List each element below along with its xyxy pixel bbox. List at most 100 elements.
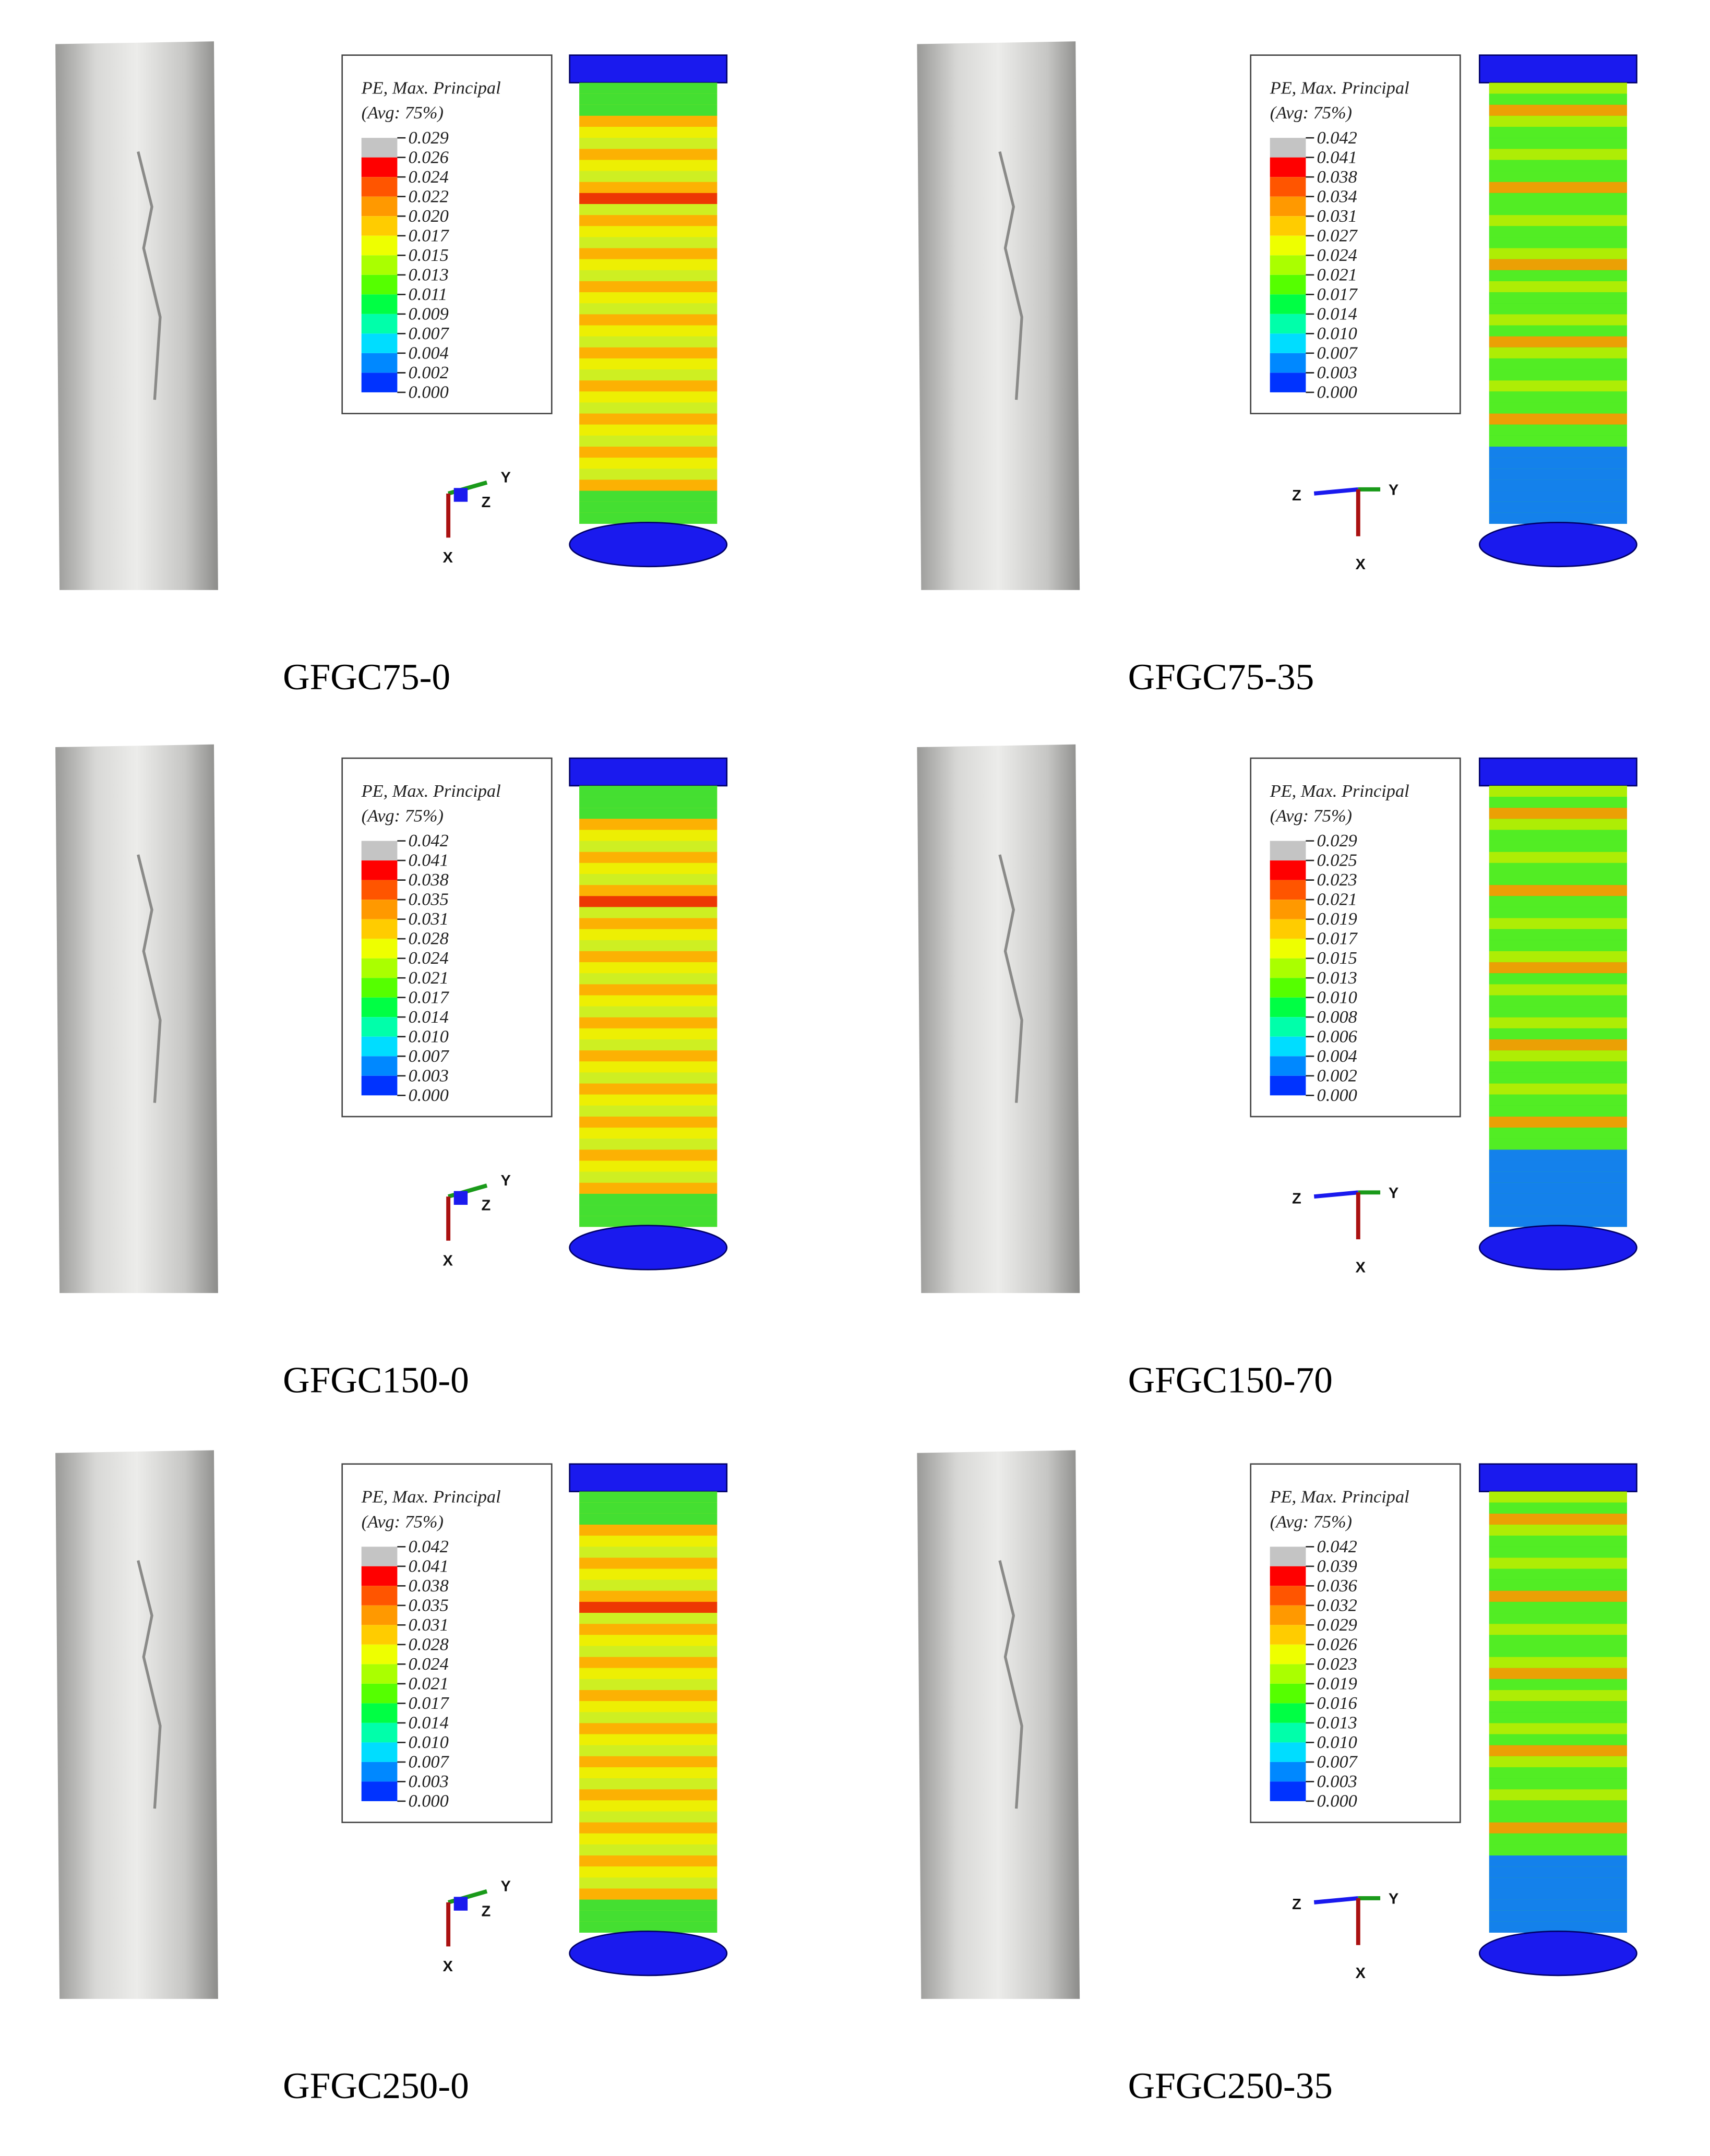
fe-stripe [579, 1039, 718, 1051]
axis-z-box [453, 1191, 468, 1205]
fe-stripe [579, 1182, 718, 1194]
legend-label: 0.035 [409, 890, 449, 909]
fe-stripe [1489, 1723, 1627, 1734]
fe-stripe [579, 237, 718, 248]
axis-label: Z [1292, 1190, 1301, 1207]
panel: PE, Max. Principal(Avg: 75%)0.0420.0410.… [55, 1450, 728, 2106]
top-cap [1478, 54, 1637, 83]
legend-label: 0.024 [1317, 245, 1357, 265]
legend-band [1270, 1605, 1306, 1625]
fe-stripe [1489, 1182, 1627, 1194]
fe-stripe [579, 82, 718, 94]
fe-stripe [1489, 863, 1627, 874]
fe-stripe [579, 512, 718, 524]
fe-stripe [1489, 501, 1627, 513]
fe-stripe [579, 819, 718, 830]
fe-stripe [1489, 1558, 1627, 1569]
fe-stripe [1489, 1094, 1627, 1106]
fe-stripe [579, 962, 718, 974]
legend-band [361, 1762, 398, 1782]
legend-label: 0.025 [1317, 851, 1357, 870]
fe-stripe [1489, 1789, 1627, 1801]
legend-label: 0.031 [409, 909, 449, 929]
fe-stripe [579, 93, 718, 105]
panel: PE, Max. Principal(Avg: 75%)0.0420.0410.… [55, 744, 728, 1400]
fe-stripe [1489, 270, 1627, 281]
fe-stripe [1489, 1756, 1627, 1767]
fe-stripe [579, 1094, 718, 1106]
panel: PE, Max. Principal(Avg: 75%)0.0290.0260.… [55, 41, 728, 698]
fe-stripe [579, 347, 718, 358]
fe-stripe [579, 1547, 718, 1558]
fe-stripe [579, 369, 718, 381]
fe-stripe [579, 1745, 718, 1756]
top-cap [569, 1463, 728, 1492]
axis-label: Y [1389, 1185, 1398, 1202]
fe-stripe [579, 1690, 718, 1702]
legend-label: 0.028 [409, 929, 449, 949]
legend-label: 0.010 [409, 1732, 449, 1752]
legend-band [1270, 1586, 1306, 1606]
legend-label: 0.039 [1317, 1556, 1357, 1576]
bottom-cap [569, 1225, 728, 1271]
legend-band [1270, 216, 1306, 236]
legend-label: 0.026 [409, 147, 449, 167]
panel: PE, Max. Principal(Avg: 75%)0.0420.0410.… [917, 41, 1637, 698]
fe-stripe [579, 907, 718, 918]
legend-label: 0.016 [1317, 1693, 1357, 1713]
legend-label: 0.000 [1317, 1791, 1357, 1811]
fe-stripe [579, 303, 718, 315]
fe-stripe [579, 391, 718, 403]
fe-stripe [579, 1072, 718, 1084]
fe-stripe [579, 984, 718, 996]
legend-label: 0.003 [1317, 1771, 1357, 1791]
legend-label: 0.042 [1317, 1537, 1357, 1556]
fe-stripe [1489, 424, 1627, 436]
legend-label: 0.010 [1317, 987, 1357, 1007]
fe-stripe [579, 1657, 718, 1668]
fe-stripe [579, 995, 718, 1007]
legend-label: 0.017 [409, 987, 450, 1007]
fe-stripe [1489, 1712, 1627, 1723]
fe-stripe [1489, 325, 1627, 337]
fe-stripe [1489, 1193, 1627, 1205]
legend-band [1270, 841, 1306, 861]
fe-stripe [579, 292, 718, 304]
legend-label: 0.003 [1317, 363, 1357, 382]
fe-stripe [579, 1491, 718, 1503]
legend-label: 0.021 [1317, 890, 1357, 909]
axis-label: Z [482, 494, 491, 511]
fe-stripe [1489, 1822, 1627, 1834]
legend-band [361, 997, 398, 1017]
fe-stripe [579, 1568, 718, 1580]
axis-label: X [443, 1958, 453, 1975]
fe-stripe [579, 1502, 718, 1514]
fe-stripe [579, 182, 718, 193]
legend-label: 0.010 [1317, 1732, 1357, 1752]
legend-band [1270, 373, 1306, 392]
fe-stripe [1489, 1061, 1627, 1073]
legend-band [361, 1547, 398, 1566]
fe-stripe [579, 1789, 718, 1801]
legend-label: 0.007 [409, 324, 450, 343]
legend-label: 0.000 [1317, 1085, 1357, 1105]
legend-band [1270, 255, 1306, 275]
fe-stripe [579, 149, 718, 160]
fe-stripe [579, 1536, 718, 1547]
fe-stripe [579, 127, 718, 138]
axis-label: X [443, 1252, 453, 1269]
legend-band [361, 939, 398, 959]
legend-subtitle: (Avg: 75%) [362, 1512, 444, 1531]
legend-band [1270, 274, 1306, 295]
legend-band [1270, 353, 1306, 373]
fe-stripe [579, 1061, 718, 1073]
crack [137, 854, 162, 1103]
legend-subtitle: (Avg: 75%) [362, 806, 444, 826]
legend-label: 0.007 [409, 1752, 450, 1772]
fe-stripe [579, 160, 718, 171]
legend-band [361, 333, 398, 353]
legend-band [361, 860, 398, 880]
fe-stripe [579, 204, 718, 215]
legend-title: PE, Max. Principal [1270, 78, 1409, 98]
fe-stripe [579, 1811, 718, 1823]
